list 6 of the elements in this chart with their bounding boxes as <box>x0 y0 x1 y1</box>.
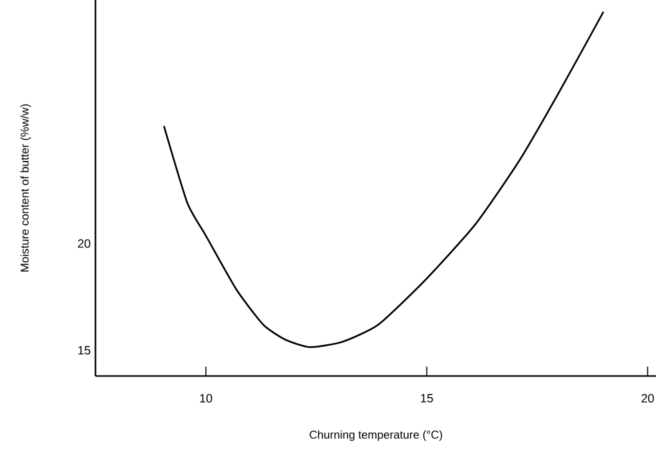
x-tick-label: 10 <box>200 394 212 403</box>
line-series <box>163 10 604 348</box>
x-tick-label: 15 <box>421 394 433 402</box>
x-axis-title: Churning temperature (°C) <box>310 430 442 441</box>
y-axis-title: Moisture content of butter (%w/w) <box>20 104 31 272</box>
x-tick-label: 20 <box>642 394 654 403</box>
